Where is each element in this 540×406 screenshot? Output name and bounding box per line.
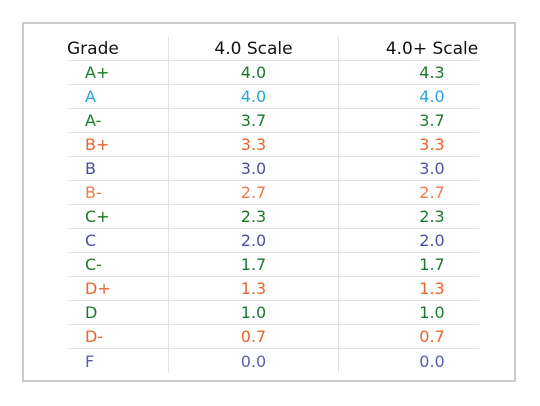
scale-4-0-cell: 2.3 (169, 205, 339, 229)
header-4-0-plus-scale: 4.0+ Scale (339, 37, 479, 61)
scale-4-0-plus-cell: 2.7 (339, 181, 479, 205)
grade-cell: A- (67, 109, 169, 133)
header-grade: Grade (67, 37, 169, 61)
scale-4-0-cell: 4.0 (169, 85, 339, 109)
scale-4-0-cell: 3.0 (169, 157, 339, 181)
grade-cell: A (67, 85, 169, 109)
grade-cell: D (67, 301, 169, 325)
grade-cell: C+ (67, 205, 169, 229)
scale-4-0-cell: 1.0 (169, 301, 339, 325)
grade-cell: A+ (67, 61, 169, 85)
scale-4-0-plus-cell: 1.0 (339, 301, 479, 325)
scale-4-0-cell: 0.0 (169, 349, 339, 373)
grade-cell: F (67, 349, 169, 373)
grade-scale-table: Grade 4.0 Scale 4.0+ Scale A+ 4.0 4.3 A 4.0 4… (67, 37, 479, 373)
grade-cell: D- (67, 325, 169, 349)
scale-4-0-plus-cell: 1.3 (339, 277, 479, 301)
header-4-0-scale: 4.0 Scale (169, 37, 339, 61)
scale-4-0-cell: 1.3 (169, 277, 339, 301)
grade-cell: C (67, 229, 169, 253)
scale-4-0-cell: 2.7 (169, 181, 339, 205)
grade-cell: B- (67, 181, 169, 205)
grade-cell: B (67, 157, 169, 181)
grade-scale-card: Grade 4.0 Scale 4.0+ Scale A+ 4.0 4.3 A 4.0 4… (22, 22, 516, 382)
scale-4-0-plus-cell: 0.0 (419, 351, 445, 371)
scale-4-0-plus-cell: 1.7 (339, 253, 479, 277)
scale-4-0-plus-cell: 3.0 (339, 157, 479, 181)
scale-4-0-cell: 1.7 (169, 253, 339, 277)
scale-4-0-cell: 4.0 (169, 61, 339, 85)
grade-cell: C- (67, 253, 169, 277)
scale-4-0-plus-cell: 0.7 (339, 325, 479, 349)
scale-4-0-plus-cell: 4.0 (339, 85, 479, 109)
scale-4-0-plus-cell: 3.7 (339, 109, 479, 133)
scale-4-0-cell: 0.7 (169, 325, 339, 349)
scale-4-0-plus-cell: 4.3 (339, 61, 479, 85)
scale-4-0-cell: 3.3 (169, 133, 339, 157)
scale-4-0-cell: 3.7 (169, 109, 339, 133)
scale-4-0-plus-cell: 3.3 (339, 133, 479, 157)
scale-4-0-plus-cell: 2.0 (339, 229, 479, 253)
scale-4-0-plus-cell: 2.3 (339, 205, 479, 229)
scale-4-0-cell: 2.0 (169, 229, 339, 253)
grade-cell: D+ (67, 277, 169, 301)
grade-cell: B+ (67, 133, 169, 157)
